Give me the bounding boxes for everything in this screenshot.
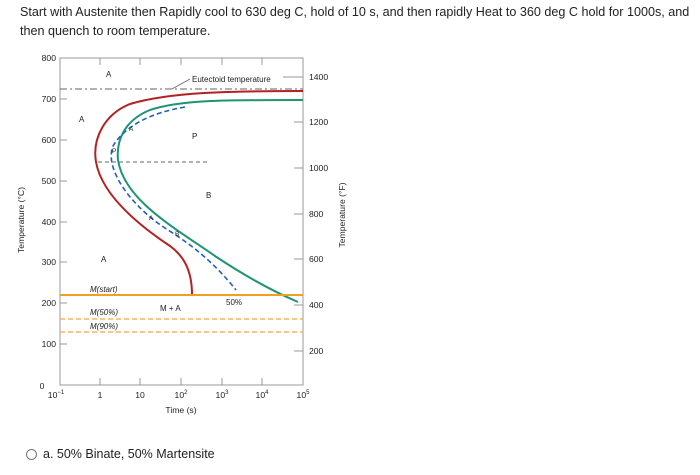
y-left-tick: 400 — [42, 217, 57, 227]
finish-curve — [116, 99, 304, 303]
x-axis-title: Time (s) — [165, 405, 196, 415]
y-right-tick: 600 — [309, 254, 324, 264]
left-ticks — [60, 57, 67, 345]
x-tick: 105 — [297, 390, 311, 400]
label-a-mid: A — [101, 255, 107, 264]
label-a-plus-p-p: P — [112, 148, 116, 155]
y-right-tick: 800 — [309, 209, 324, 219]
y-right-axis-title: Temperature (°F) — [337, 182, 347, 247]
y-left-tick: 800 — [42, 53, 57, 63]
x-tick: 10 — [135, 390, 145, 400]
fifty-percent-curve — [110, 106, 237, 291]
x-tick: 102 — [175, 390, 189, 400]
x-tick: 10−1 — [48, 390, 65, 400]
y-left-tick: 300 — [42, 257, 57, 267]
label-a-plus-b-a: A — [149, 215, 154, 222]
x-tick: 103 — [216, 390, 230, 400]
y-left-axis-title: Temperature (°C) — [16, 187, 26, 253]
answer-option-a[interactable]: a. 50% Binate, 50% Martensite — [26, 447, 215, 461]
answer-option-label: a. 50% Binate, 50% Martensite — [43, 447, 215, 461]
x-tick: 104 — [256, 390, 270, 400]
x-ticks — [99, 58, 263, 385]
y-left-tick: 600 — [42, 135, 57, 145]
label-m-plus-a: M + A — [160, 304, 181, 313]
radio-button[interactable] — [26, 448, 37, 460]
label-50-percent: 50% — [226, 298, 242, 307]
y-right-tick: 400 — [309, 300, 324, 310]
y-left-tick: 0 — [40, 381, 45, 391]
question-text: Start with Austenite then Rapidly cool t… — [20, 5, 690, 38]
right-ticks — [294, 76, 303, 352]
label-m-start: M(start) — [90, 285, 118, 294]
eutectoid-leader — [171, 78, 191, 90]
eutectoid-label: Eutectoid temperature — [192, 75, 271, 84]
label-a-left: A — [79, 115, 85, 124]
label-a-top: A — [106, 70, 112, 79]
y-right-tick: 1400 — [309, 72, 328, 82]
label-m-50: M(50%) — [90, 308, 118, 317]
y-left-tick: 200 — [42, 298, 57, 308]
label-p: P — [192, 132, 197, 141]
y-right-tick: 1200 — [309, 117, 328, 127]
y-left-tick: 500 — [42, 176, 57, 186]
y-right-tick: 1000 — [309, 163, 328, 173]
y-left-tick: 100 — [42, 339, 57, 349]
label-b: B — [206, 191, 211, 200]
y-right-tick: 200 — [309, 346, 324, 356]
label-a-plus-b-b: B — [175, 231, 179, 238]
label-a-plus-p-a: A — [129, 126, 134, 133]
x-tick: 1 — [98, 390, 103, 400]
start-curve — [94, 90, 304, 296]
label-m-90: M(90%) — [90, 322, 118, 331]
ttt-diagram: 800 700 600 500 400 300 200 100 0 1400 1… — [16, 53, 347, 415]
y-left-tick: 700 — [42, 94, 57, 104]
